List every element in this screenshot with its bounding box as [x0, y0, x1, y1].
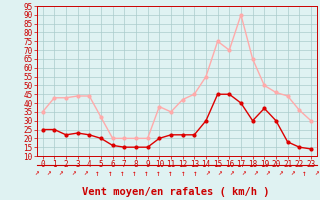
Text: ↗: ↗	[242, 168, 246, 178]
Text: ↑: ↑	[180, 168, 185, 178]
Text: ↗: ↗	[47, 168, 51, 178]
Text: ↗: ↗	[315, 168, 319, 178]
Text: ↗: ↗	[266, 168, 270, 178]
Text: ↑: ↑	[120, 168, 124, 178]
Text: Vent moyen/en rafales ( km/h ): Vent moyen/en rafales ( km/h )	[82, 187, 270, 197]
Text: ↑: ↑	[302, 168, 307, 178]
Text: ↗: ↗	[290, 168, 295, 178]
Text: ↑: ↑	[108, 168, 112, 178]
Text: ↑: ↑	[144, 168, 149, 178]
Text: ↗: ↗	[254, 168, 258, 178]
Text: ↑: ↑	[95, 168, 100, 178]
Text: ↗: ↗	[83, 168, 88, 178]
Text: ↑: ↑	[168, 168, 173, 178]
Text: ↑: ↑	[132, 168, 137, 178]
Text: ↗: ↗	[217, 168, 222, 178]
Text: ↗: ↗	[229, 168, 234, 178]
Text: ↗: ↗	[71, 168, 76, 178]
Text: ↗: ↗	[205, 168, 210, 178]
Text: ↗: ↗	[278, 168, 283, 178]
Text: ↗: ↗	[35, 168, 39, 178]
Text: ↑: ↑	[193, 168, 197, 178]
Text: ↑: ↑	[156, 168, 161, 178]
Text: ↗: ↗	[59, 168, 63, 178]
